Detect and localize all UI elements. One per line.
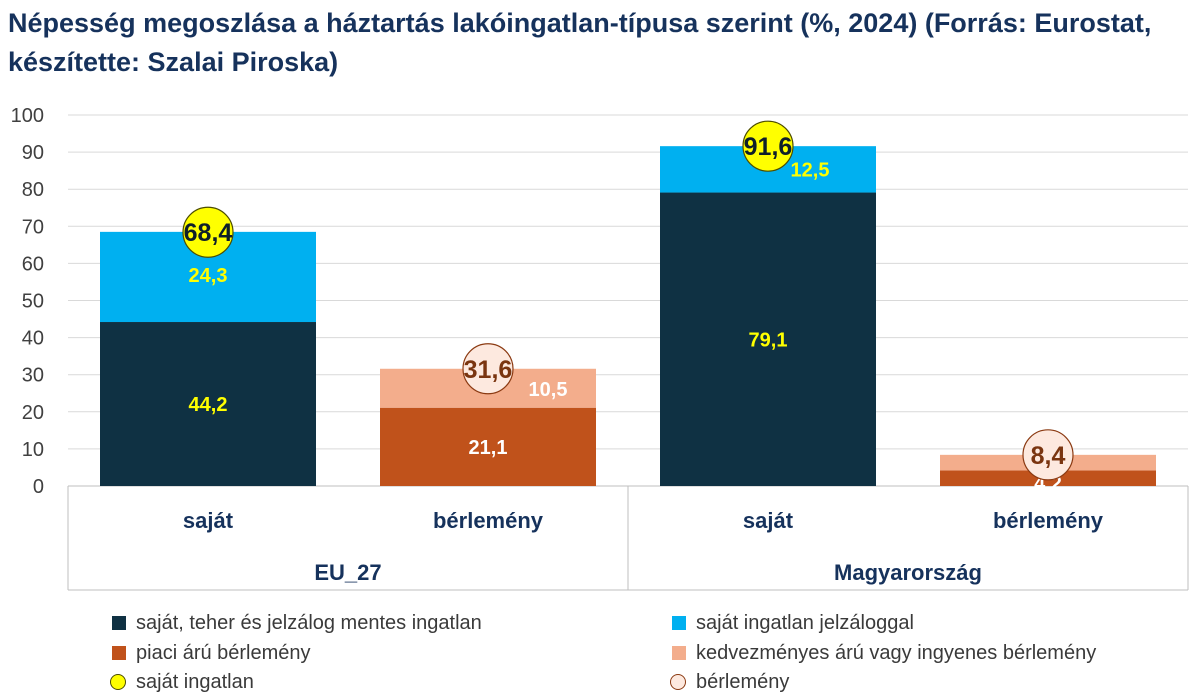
legend-swatch-reduced-rent — [672, 646, 686, 660]
legend-marker-rent-total — [670, 674, 686, 690]
legend-label-own-free: saját, teher és jelzálog mentes ingatlan — [136, 611, 482, 634]
x-category-label: saját — [183, 508, 234, 533]
x-category-label: bérlemény — [433, 508, 544, 533]
total-marker — [1022, 429, 1074, 481]
x-group-label: EU_27 — [314, 560, 381, 585]
legend-label-own-mortgage: saját ingatlan jelzáloggal — [696, 611, 914, 634]
legend-marker-own-total — [110, 674, 126, 690]
y-tick-label: 20 — [22, 402, 44, 424]
legend-item-reduced-rent: kedvezményes árú vagy ingyenes bérlemény — [672, 640, 1096, 666]
legend-item-own-mortgage: saját ingatlan jelzáloggal — [672, 610, 914, 636]
bar-value-label-bottom: 44,2 — [189, 394, 228, 416]
y-tick-label: 40 — [22, 328, 44, 350]
y-tick-label: 80 — [22, 179, 44, 201]
legend-item-market-rent: piaci árú bérlemény — [112, 640, 311, 666]
y-tick-label: 100 — [11, 105, 44, 127]
chart-plot: 0 10 20 30 40 50 60 70 80 90 100 44,2 24,3 68,4 saját 2… — [11, 105, 1189, 591]
y-tick-label: 30 — [22, 365, 44, 387]
x-category-label: bérlemény — [993, 508, 1104, 533]
bar-segment-bottom — [660, 192, 876, 486]
bar-value-label-bottom: 79,1 — [749, 329, 788, 351]
legend-label-rent-total: bérlemény — [696, 670, 790, 693]
legend-swatch-own-free — [112, 616, 126, 630]
total-value-label: 31,6 — [464, 356, 513, 384]
bar-value-label-top: 10,5 — [529, 379, 568, 401]
bar-value-label-top: 12,5 — [791, 159, 830, 181]
y-tick-label: 50 — [22, 291, 44, 313]
x-group-label: Magyarország — [834, 560, 982, 585]
chart-title: Népesség megoszlása a háztartás lakóinga… — [8, 8, 1152, 77]
legend-item-own-free: saját, teher és jelzálog mentes ingatlan — [112, 610, 482, 636]
total-value-label: 68,4 — [184, 219, 233, 247]
y-tick-label: 70 — [22, 216, 44, 238]
bar-value-label-bottom: 21,1 — [469, 437, 508, 459]
y-tick-label: 90 — [22, 142, 44, 164]
legend-label-market-rent: piaci árú bérlemény — [136, 641, 311, 664]
y-tick-label: 0 — [33, 476, 44, 498]
legend-item-own-total: saját ingatlan — [110, 669, 254, 695]
bar-segment-bottom — [100, 322, 316, 486]
bar-value-label-top: 24,3 — [189, 265, 228, 287]
legend-label-reduced-rent: kedvezményes árú vagy ingyenes bérlemény — [696, 641, 1097, 664]
total-value-label: 8,4 — [1031, 442, 1066, 470]
legend-item-rent-total: bérlemény — [670, 669, 789, 695]
y-tick-label: 10 — [22, 439, 44, 461]
x-category-label: saját — [743, 508, 794, 533]
total-marker — [742, 120, 794, 172]
total-value-label: 91,6 — [744, 133, 793, 161]
y-tick-label: 60 — [22, 253, 44, 275]
legend-swatch-market-rent — [112, 646, 126, 660]
bar-segment-bottom — [380, 407, 596, 486]
legend-swatch-own-mortgage — [672, 616, 686, 630]
chart-legend: saját, teher és jelzálog mentes ingatlan… — [0, 608, 1200, 696]
total-marker — [462, 343, 514, 395]
total-marker — [182, 206, 234, 258]
legend-label-own-total: saját ingatlan — [136, 670, 254, 693]
